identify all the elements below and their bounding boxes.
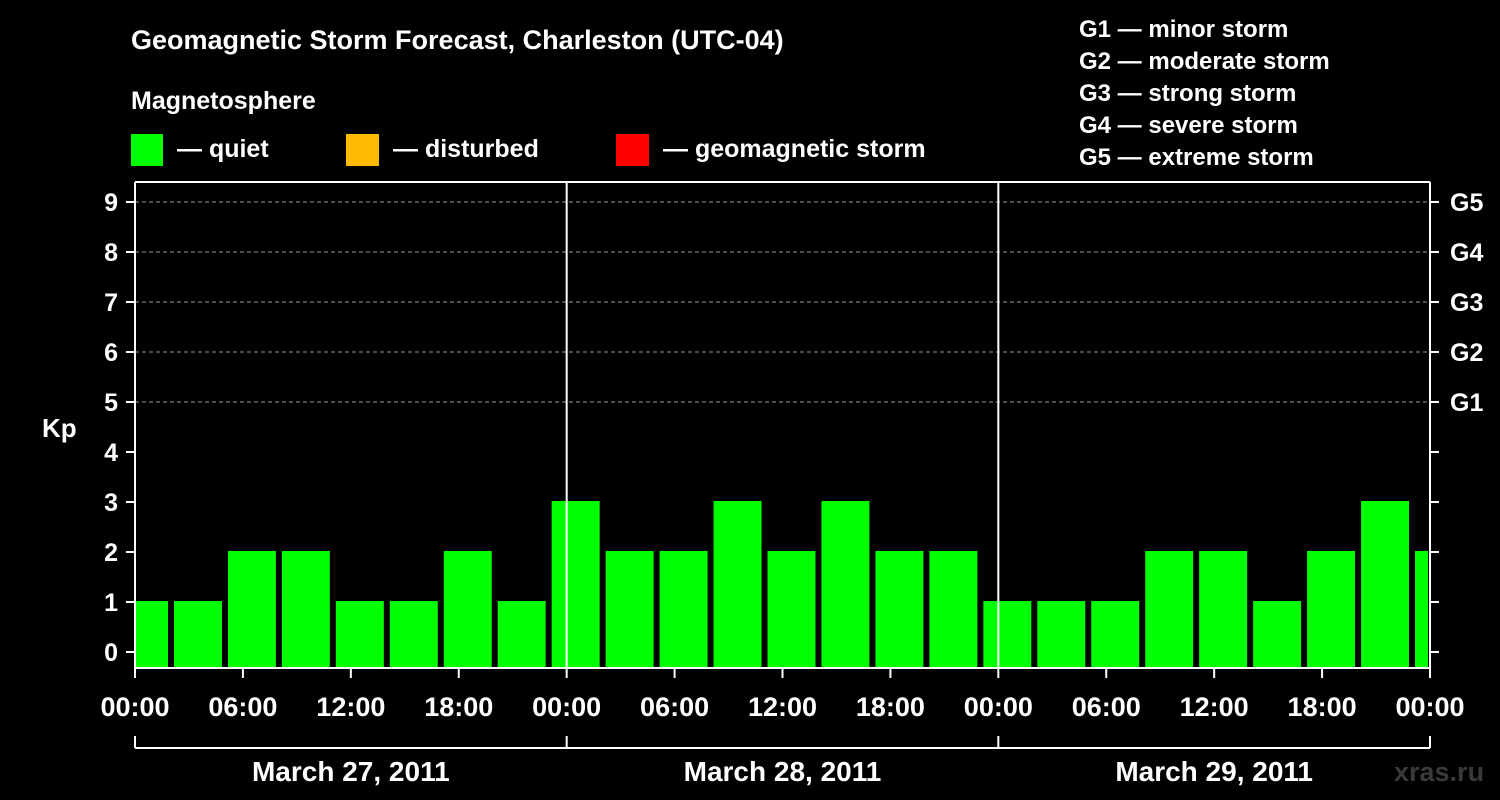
kp-bar: [389, 601, 438, 668]
kp-bar: [821, 501, 870, 668]
g-scale-label: G2: [1450, 339, 1483, 367]
kp-bar: [227, 551, 276, 668]
bars: [136, 501, 1428, 668]
y-tick-label: 1: [104, 589, 118, 617]
g-scale-label: G4: [1450, 239, 1483, 267]
kp-bar: [1145, 551, 1194, 668]
date-label: March 28, 2011: [684, 756, 882, 787]
x-tick-label: 12:00: [748, 692, 817, 722]
y-tick-label: 0: [104, 639, 118, 667]
x-tick-label: 06:00: [640, 692, 709, 722]
x-tick-label: 00:00: [1395, 692, 1464, 722]
g-scale-legend-g3: G3 — strong storm: [1079, 80, 1296, 107]
y-tick-label: 7: [104, 289, 118, 317]
x-tick-label: 12:00: [316, 692, 385, 722]
kp-bar: [497, 601, 546, 668]
y-axis-ticks: 0 1 2 3 4 5 6 7 8 9: [104, 189, 135, 667]
g-scale-label: G3: [1450, 289, 1483, 317]
kp-bar: [551, 501, 600, 668]
g-scale-ticks: G1 G2 G3 G4 G5: [1430, 189, 1483, 653]
y-tick-label: 4: [104, 439, 118, 467]
g-scale-legend-g5: G5 — extreme storm: [1079, 144, 1314, 171]
g-scale-legend-g1: G1 — minor storm: [1079, 16, 1288, 43]
legend-label-disturbed: — disturbed: [393, 135, 539, 163]
y-tick-label: 9: [104, 189, 118, 217]
y-axis-label: Kp: [42, 413, 77, 443]
x-tick-label: 06:00: [208, 692, 277, 722]
gridlines: [135, 201, 1430, 403]
date-labels: March 27, 2011 March 28, 2011 March 29, 20…: [134, 736, 1431, 787]
kp-bar: [335, 601, 384, 668]
legend-swatch-disturbed: [346, 134, 379, 166]
kp-bar: [1361, 501, 1410, 668]
kp-bar: [659, 551, 708, 668]
x-tick-label: 06:00: [1072, 692, 1141, 722]
date-label: March 27, 2011: [252, 756, 450, 787]
y-tick-label: 3: [104, 489, 118, 517]
x-tick-label: 00:00: [532, 692, 601, 722]
y-tick-label: 8: [104, 239, 118, 267]
g-scale-legend-g4: G4 — severe storm: [1079, 112, 1298, 139]
kp-bar: [443, 551, 492, 668]
g-scale-legend-g2: G2 — moderate storm: [1079, 48, 1330, 75]
legend-swatch-storm: [616, 134, 649, 166]
legend-swatch-quiet: [131, 134, 163, 166]
magnetosphere-legend: — quiet — disturbed — geomagnetic storm: [131, 134, 926, 166]
kp-bar: [1037, 601, 1086, 668]
chart-title: Geomagnetic Storm Forecast, Charleston (…: [131, 25, 784, 55]
g-scale-label: G1: [1450, 389, 1483, 417]
kp-bar: [136, 601, 168, 668]
legend-label-storm: — geomagnetic storm: [663, 135, 926, 163]
kp-bar: [875, 551, 924, 668]
kp-bar: [983, 601, 1032, 668]
x-tick-label: 00:00: [100, 692, 169, 722]
x-tick-label: 18:00: [1288, 692, 1357, 722]
kp-bar: [929, 551, 978, 668]
kp-bar: [1253, 601, 1302, 668]
kp-bar: [1415, 551, 1428, 668]
g-scale-label: G5: [1450, 189, 1483, 217]
legend-heading: Magnetosphere: [131, 87, 316, 115]
kp-bar: [281, 551, 330, 668]
watermark: xras.ru: [1394, 757, 1484, 787]
kp-bar: [767, 551, 816, 668]
y-tick-label: 6: [104, 339, 118, 367]
y-tick-label: 5: [104, 389, 118, 417]
y-tick-label: 2: [104, 539, 118, 567]
kp-bar: [713, 501, 762, 668]
x-axis-ticks: 00:00 06:00 12:00 18:00 00:00 06:00 12:00 18:00…: [100, 668, 1465, 722]
kp-bar: [1199, 551, 1248, 668]
g-scale-legend: G1 — minor storm G2 — moderate storm G3 …: [1079, 16, 1330, 171]
x-tick-label: 18:00: [424, 692, 493, 722]
kp-bar: [605, 551, 654, 668]
kp-bar: [1307, 551, 1356, 668]
x-tick-label: 12:00: [1180, 692, 1249, 722]
kp-bar: [173, 601, 222, 668]
date-label: March 29, 2011: [1115, 756, 1313, 787]
kp-bar: [1091, 601, 1140, 668]
x-tick-label: 00:00: [964, 692, 1033, 722]
legend-label-quiet: — quiet: [177, 135, 269, 163]
x-tick-label: 18:00: [856, 692, 925, 722]
